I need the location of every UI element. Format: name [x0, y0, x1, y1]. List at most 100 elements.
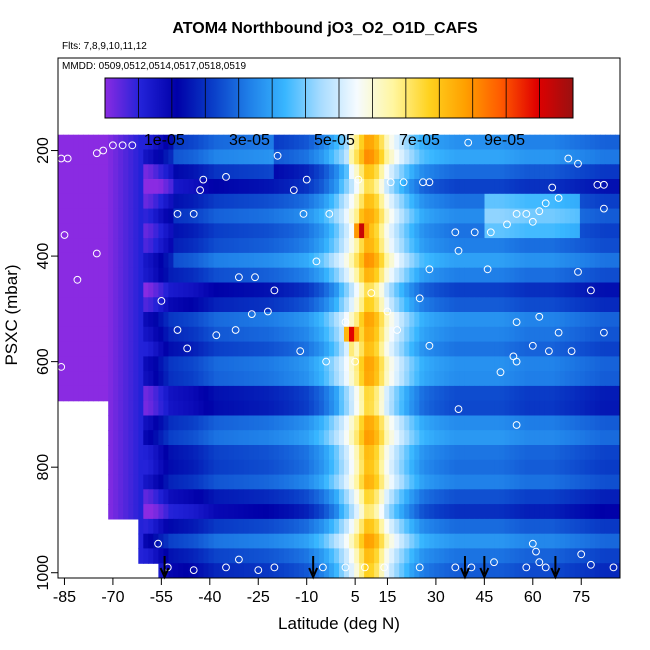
heatmap-cell [534, 474, 541, 490]
heatmap-cell [334, 533, 340, 550]
heatmap-cell [308, 400, 315, 417]
heatmap-cell [539, 208, 546, 224]
heatmap-cell [374, 504, 380, 520]
heatmap-cell [283, 415, 290, 431]
heatmap-cell [569, 179, 576, 195]
heatmap-cell [339, 371, 345, 387]
heatmap-cell [610, 312, 616, 328]
data-point [58, 363, 66, 371]
heatmap-cell [258, 445, 265, 461]
heatmap-cell [379, 563, 385, 578]
heatmap-cell [173, 548, 179, 564]
heatmap-cell [384, 149, 390, 165]
heatmap-cell [163, 326, 169, 343]
heatmap-cell [133, 252, 139, 269]
heatmap-cell [599, 356, 606, 372]
heatmap-cell [384, 341, 390, 357]
heatmap-cell [173, 341, 179, 357]
heatmap-cell [323, 223, 330, 239]
heatmap-cell [489, 164, 496, 180]
heatmap-cell [293, 134, 300, 151]
data-point [196, 186, 205, 195]
heatmap-cell [203, 193, 210, 210]
data-point [83, 468, 91, 477]
heatmap-cell [449, 474, 455, 490]
heatmap-cell [454, 164, 460, 180]
heatmap-cell [544, 282, 551, 298]
heatmap-cell [58, 282, 64, 298]
heatmap-cell [168, 164, 174, 180]
heatmap-cell [444, 193, 450, 210]
heatmap-cell [313, 459, 320, 476]
heatmap-cell [414, 445, 420, 461]
heatmap-cell [238, 238, 245, 254]
heatmap-cell [173, 312, 179, 328]
heatmap-cell [173, 164, 179, 180]
heatmap-cell [248, 208, 255, 224]
heatmap-cell [439, 489, 445, 505]
heatmap-cell [228, 548, 235, 564]
heatmap-cell [108, 341, 114, 357]
heatmap-cell [559, 445, 566, 461]
heatmap-cell [183, 223, 189, 239]
data-point [128, 141, 137, 150]
heatmap-cell [168, 385, 174, 402]
heatmap-cell [434, 563, 440, 578]
heatmap-cell [349, 149, 355, 165]
heatmap-cell [559, 282, 566, 298]
heatmap-cell [589, 400, 596, 417]
heatmap-cell [233, 297, 240, 313]
heatmap-cell [394, 208, 400, 224]
heatmap-cell [158, 489, 164, 505]
heatmap-cell [198, 282, 205, 298]
heatmap-cell [489, 356, 496, 372]
heatmap-cell [293, 193, 300, 210]
heatmap-cell [178, 252, 184, 269]
heatmap-cell [464, 282, 470, 298]
heatmap-cell [213, 193, 220, 210]
data-point [532, 547, 540, 556]
heatmap-cell [308, 164, 315, 180]
heatmap-cell [228, 400, 235, 417]
heatmap-cell [564, 474, 571, 490]
heatmap-cell [514, 282, 521, 298]
heatmap-cell [524, 548, 531, 564]
heatmap-cell [253, 563, 260, 578]
heatmap-cell [349, 489, 355, 505]
heatmap-cell [369, 459, 375, 476]
heatmap-cell [610, 474, 616, 490]
heatmap-cell [163, 179, 169, 195]
heatmap-cell [449, 533, 455, 550]
heatmap-cell [615, 297, 620, 313]
heatmap-cell [469, 445, 476, 461]
heatmap-cell [564, 459, 571, 476]
heatmap-cell [474, 179, 481, 195]
heatmap-cell [404, 533, 410, 550]
heatmap-cell [303, 252, 310, 269]
heatmap-cell [138, 400, 144, 417]
heatmap-cell [534, 193, 541, 210]
heatmap-cell [419, 430, 425, 446]
heatmap-cell [123, 504, 129, 520]
heatmap-cell [303, 548, 310, 564]
heatmap-cell [228, 252, 235, 269]
heatmap-cell [419, 415, 425, 431]
heatmap-cell [188, 282, 195, 298]
heatmap-cell [569, 238, 576, 254]
heatmap-cell [329, 149, 335, 165]
data-point [393, 326, 402, 334]
heatmap-cell [263, 459, 270, 476]
heatmap-cell [334, 371, 340, 387]
heatmap-cell [369, 356, 375, 372]
heatmap-cell [183, 164, 189, 180]
heatmap-cell [610, 326, 616, 343]
heatmap-cell [223, 356, 230, 372]
heatmap-cell [148, 208, 154, 224]
heatmap-cell [253, 533, 260, 550]
heatmap-cell [213, 563, 220, 578]
heatmap-cell [419, 193, 425, 210]
heatmap-cell [198, 415, 205, 431]
heatmap-cell [584, 223, 591, 239]
heatmap-cell [58, 149, 64, 165]
heatmap-cell [414, 208, 420, 224]
